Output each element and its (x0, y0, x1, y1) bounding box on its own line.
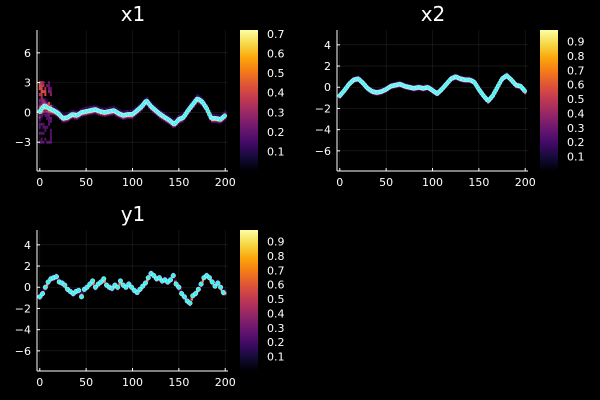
tick-labels: 0 50 100 150 200−6−4−2024 (15, 239, 236, 389)
svg-text:100: 100 (422, 176, 443, 189)
svg-text:0.9: 0.9 (567, 36, 585, 49)
svg-text:150: 150 (168, 176, 189, 189)
grid-lines (37, 230, 228, 371)
tick-labels: 0 50 100 150 200 −6 −4 −2 0 2 4 (315, 39, 536, 189)
svg-text:0: 0 (36, 176, 43, 189)
svg-text:0.4: 0.4 (567, 107, 585, 120)
plot-title: x2 (421, 2, 446, 26)
svg-text:4: 4 (324, 39, 331, 52)
svg-text:0.2: 0.2 (567, 136, 585, 149)
plot-title: y1 (121, 202, 146, 226)
colorbar: 0.10.20.30.40.50.60.70.80.9 (240, 230, 285, 371)
svg-text:0.3: 0.3 (267, 106, 285, 119)
svg-text:0.2: 0.2 (267, 126, 285, 139)
svg-text:3: 3 (24, 77, 31, 90)
subplot-x1: x1 0 50 100 150 200−3036 0.10.20.30.40.50.60… (15, 2, 285, 189)
svg-text:0.1: 0.1 (267, 145, 285, 158)
figure: x1 0 50 100 150 200−3036 0.10.20.30.40.50.60… (0, 0, 600, 400)
svg-text:0.6: 0.6 (267, 48, 285, 61)
svg-text:0.5: 0.5 (567, 93, 585, 106)
svg-text:−3: −3 (15, 136, 31, 149)
scatter-points (37, 271, 225, 305)
svg-text:2: 2 (324, 60, 331, 73)
svg-text:0.7: 0.7 (267, 28, 285, 41)
colorbar: 0.1 0.20.3 0.40.50.6 0.70.80.9 (540, 30, 585, 171)
grid-lines (337, 30, 528, 171)
svg-text:50: 50 (379, 176, 393, 189)
svg-text:150: 150 (468, 176, 489, 189)
svg-text:0.8: 0.8 (567, 50, 585, 63)
svg-text:0.6: 0.6 (567, 79, 585, 92)
svg-text:0: 0 (336, 176, 343, 189)
svg-text:−2: −2 (315, 102, 331, 115)
svg-text:200: 200 (515, 176, 536, 189)
subplot-y1: y1 0 50 100 150 200−6−4−2024 0.10.20.30.40.5… (15, 202, 285, 389)
svg-text:200: 200 (215, 176, 236, 189)
subplot-x2: x2 0 50 100 150 200 −6 −4 −2 0 2 4 0.1 0.20.3 0.40.5… (315, 2, 585, 189)
plot-title: x1 (121, 2, 146, 26)
svg-text:0.4: 0.4 (267, 87, 285, 100)
svg-text:0.1: 0.1 (567, 151, 585, 164)
svg-text:0.7: 0.7 (567, 64, 585, 77)
svg-text:−6: −6 (315, 145, 331, 158)
svg-text:−4: −4 (315, 124, 331, 137)
colorbar: 0.1 0.2 0.3 0.4 0.5 0.6 0.7 (240, 28, 285, 171)
svg-text:0: 0 (324, 81, 331, 94)
svg-text:0.5: 0.5 (267, 67, 285, 80)
svg-text:100: 100 (122, 176, 143, 189)
svg-text:6: 6 (24, 47, 31, 60)
svg-text:0.3: 0.3 (567, 122, 585, 135)
svg-text:0: 0 (24, 106, 31, 119)
svg-text:50: 50 (79, 176, 93, 189)
